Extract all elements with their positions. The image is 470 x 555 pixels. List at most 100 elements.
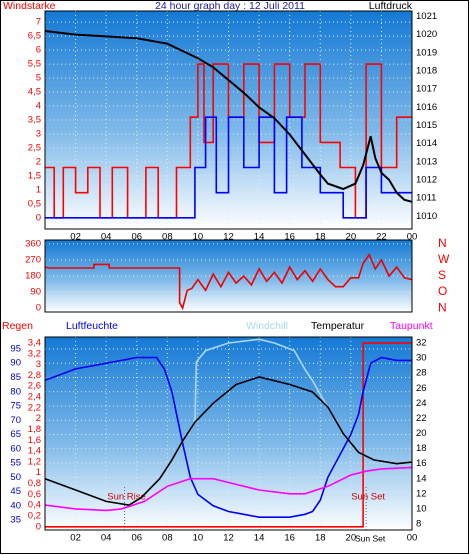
x-tick-label: 06 [131, 533, 142, 544]
y3-tick-label: 3,2 [28, 348, 41, 359]
y-tick-label: 2,5 [28, 142, 41, 153]
y2-tick-label: 1021 [416, 11, 437, 22]
x-tick-label: 18 [315, 533, 326, 544]
y-tick-label: 65 [10, 429, 21, 440]
y2-tick-label: 1014 [416, 138, 437, 149]
y3-tick-label: 1,8 [28, 424, 41, 435]
x-tick-label: 18 [315, 232, 326, 243]
y3-tick-label: 3,4 [28, 337, 41, 348]
legend-label: Windstarke [3, 0, 56, 12]
y3-tick-label: 2,6 [28, 381, 41, 392]
y-tick-label: 4,5 [28, 87, 41, 98]
y-tick-label: 4 [36, 101, 41, 112]
y3-tick-label: 0 [36, 521, 41, 532]
x-tick-label: 14 [254, 533, 265, 544]
x-tick-label: 20 [346, 232, 357, 243]
y3-tick-label: 2 [36, 413, 41, 424]
x-tick-label: 00 [407, 533, 418, 544]
y-tick-label: 0,5 [28, 198, 41, 209]
x-tick-label: 22 [376, 232, 387, 243]
y-tick-label: 3 [36, 128, 41, 139]
y2-tick-label: 16 [416, 458, 427, 469]
y-tick-label: 35 [10, 515, 21, 526]
y3-tick-label: 0,4 [28, 500, 41, 511]
x-tick-label: 12 [223, 232, 234, 243]
y2-tick-label: O [438, 284, 447, 298]
x-tick-label: 02 [70, 232, 81, 243]
y2-tick-label: 20 [416, 428, 427, 439]
x-tick-label: 10 [193, 533, 204, 544]
y-tick-label: 80 [10, 386, 21, 397]
y-tick-label: 1,5 [28, 170, 41, 181]
y-tick-label: 85 [10, 372, 21, 383]
y3-tick-label: 0,2 [28, 510, 41, 521]
y2-tick-label: 1011 [416, 193, 436, 204]
x-tick-label: 12 [223, 533, 234, 544]
x-tick-label: 16 [284, 232, 295, 243]
series-line [45, 63, 412, 219]
y-tick-label: 5 [36, 73, 41, 84]
y2-tick-label: 1010 [416, 211, 437, 222]
y2-tick-label: 22 [416, 413, 427, 424]
y2-tick-label: S [438, 268, 446, 282]
y2-tick-label: 1012 [416, 174, 437, 185]
y2-tick-label: N [438, 300, 447, 314]
y3-tick-label: 2,2 [28, 402, 41, 413]
annotation: Sun Set [355, 533, 386, 543]
y-tick-label: 6 [36, 45, 41, 56]
y2-tick-label: 30 [416, 353, 427, 364]
y2-tick-label: 1019 [416, 47, 437, 58]
x-tick-label: 14 [254, 232, 265, 243]
y2-tick-label: W [438, 252, 450, 266]
x-tick-label: 20 [346, 533, 357, 544]
y-tick-label: 0 [36, 303, 41, 314]
y3-tick-label: 3 [36, 359, 41, 370]
y3-tick-label: 0,6 [28, 489, 41, 500]
plot-frame [44, 10, 413, 230]
y-tick-label: 70 [10, 415, 21, 426]
y-tick-label: 95 [10, 343, 21, 354]
y2-tick-label: N [438, 236, 447, 250]
y3-tick-label: 1,6 [28, 435, 41, 446]
y3-tick-label: 1,4 [28, 446, 41, 457]
y-tick-label: 2 [36, 156, 41, 167]
y3-tick-label: 2,8 [28, 370, 41, 381]
legend-label: Taupunkt [390, 320, 433, 332]
series-line [44, 252, 413, 311]
y-tick-label: 0 [36, 212, 41, 223]
series-line [45, 342, 412, 528]
x-tick-label: 04 [101, 232, 112, 243]
y2-tick-label: 1018 [416, 65, 437, 76]
y-tick-label: 6,5 [28, 31, 41, 42]
y-tick-label: 3,5 [28, 115, 41, 126]
legend-label: Luftdruck [369, 0, 413, 12]
legend-label: Temperatur [311, 320, 365, 332]
plot-background [45, 240, 412, 312]
y2-tick-label: 24 [416, 398, 427, 409]
y2-tick-label: 14 [416, 473, 427, 484]
y-tick-label: 270 [25, 254, 41, 265]
y2-tick-label: 32 [416, 338, 427, 349]
y-tick-label: 5,5 [28, 59, 41, 70]
x-tick-label: 02 [70, 533, 81, 544]
y-tick-label: 45 [10, 486, 21, 497]
plot-frame [44, 239, 413, 313]
x-tick-label: 16 [284, 533, 295, 544]
y-tick-label: 180 [25, 271, 41, 282]
legend-label: Windchill [246, 320, 288, 332]
y-tick-label: 90 [30, 287, 41, 298]
y-tick-label: 60 [10, 443, 21, 454]
y2-tick-label: 1015 [416, 120, 437, 131]
x-tick-label: 10 [193, 232, 204, 243]
y2-tick-label: 1016 [416, 102, 437, 113]
y3-tick-label: 2,4 [28, 392, 41, 403]
y-tick-label: 55 [10, 458, 21, 469]
series-line [44, 356, 412, 518]
series-line [44, 466, 413, 512]
y2-tick-label: 8 [416, 518, 421, 529]
x-tick-label: 06 [131, 232, 142, 243]
x-tick-label: 04 [101, 533, 112, 544]
y-tick-label: 90 [10, 358, 21, 369]
legend-label: Luftfeuchte [66, 320, 118, 332]
